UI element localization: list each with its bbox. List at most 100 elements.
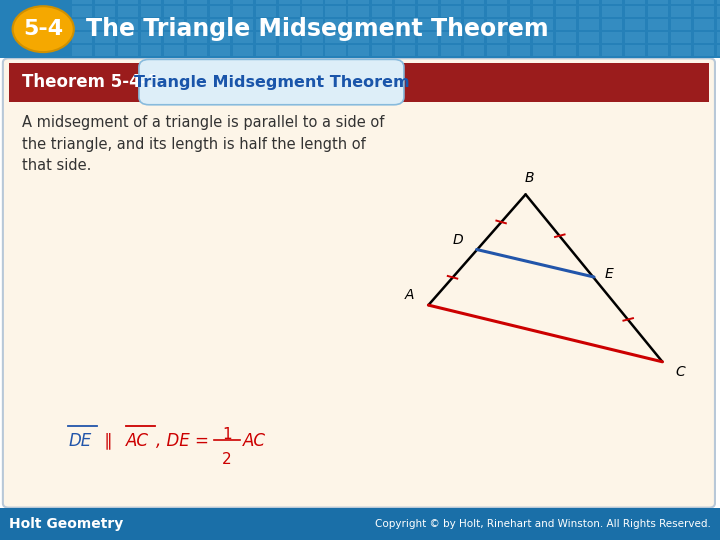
FancyBboxPatch shape: [141, 0, 161, 4]
Text: DE: DE: [68, 431, 91, 449]
FancyBboxPatch shape: [256, 32, 276, 43]
Text: AC: AC: [126, 431, 149, 449]
FancyBboxPatch shape: [372, 45, 392, 56]
FancyBboxPatch shape: [556, 6, 576, 17]
FancyBboxPatch shape: [533, 0, 553, 4]
FancyBboxPatch shape: [556, 19, 576, 30]
FancyBboxPatch shape: [487, 45, 507, 56]
FancyBboxPatch shape: [256, 6, 276, 17]
FancyBboxPatch shape: [464, 6, 484, 17]
FancyBboxPatch shape: [556, 32, 576, 43]
FancyBboxPatch shape: [648, 32, 668, 43]
FancyBboxPatch shape: [671, 6, 691, 17]
FancyBboxPatch shape: [464, 32, 484, 43]
FancyBboxPatch shape: [325, 45, 346, 56]
FancyBboxPatch shape: [256, 19, 276, 30]
Text: Theorem 5-4-1: Theorem 5-4-1: [22, 73, 158, 91]
FancyBboxPatch shape: [533, 45, 553, 56]
FancyBboxPatch shape: [279, 6, 300, 17]
FancyBboxPatch shape: [648, 19, 668, 30]
FancyBboxPatch shape: [72, 19, 92, 30]
FancyBboxPatch shape: [187, 6, 207, 17]
FancyBboxPatch shape: [395, 0, 415, 4]
FancyBboxPatch shape: [72, 0, 92, 4]
FancyBboxPatch shape: [72, 45, 92, 56]
FancyBboxPatch shape: [0, 0, 720, 58]
FancyBboxPatch shape: [602, 45, 622, 56]
FancyBboxPatch shape: [579, 6, 599, 17]
FancyBboxPatch shape: [9, 63, 709, 102]
FancyBboxPatch shape: [279, 32, 300, 43]
FancyBboxPatch shape: [648, 0, 668, 4]
FancyBboxPatch shape: [625, 45, 645, 56]
FancyBboxPatch shape: [464, 19, 484, 30]
Text: C: C: [675, 364, 685, 379]
FancyBboxPatch shape: [210, 19, 230, 30]
FancyBboxPatch shape: [141, 45, 161, 56]
FancyBboxPatch shape: [418, 32, 438, 43]
FancyBboxPatch shape: [95, 19, 115, 30]
FancyBboxPatch shape: [210, 0, 230, 4]
FancyBboxPatch shape: [533, 32, 553, 43]
FancyBboxPatch shape: [694, 0, 714, 4]
FancyBboxPatch shape: [556, 0, 576, 4]
FancyBboxPatch shape: [671, 0, 691, 4]
FancyBboxPatch shape: [302, 45, 323, 56]
FancyBboxPatch shape: [256, 45, 276, 56]
FancyBboxPatch shape: [348, 19, 369, 30]
FancyBboxPatch shape: [325, 6, 346, 17]
FancyBboxPatch shape: [233, 19, 253, 30]
FancyBboxPatch shape: [625, 0, 645, 4]
FancyBboxPatch shape: [348, 32, 369, 43]
FancyBboxPatch shape: [279, 19, 300, 30]
FancyBboxPatch shape: [510, 6, 530, 17]
FancyBboxPatch shape: [694, 32, 714, 43]
FancyBboxPatch shape: [602, 0, 622, 4]
FancyBboxPatch shape: [348, 6, 369, 17]
FancyBboxPatch shape: [464, 45, 484, 56]
FancyBboxPatch shape: [487, 0, 507, 4]
FancyBboxPatch shape: [671, 45, 691, 56]
FancyBboxPatch shape: [694, 6, 714, 17]
Text: B: B: [524, 171, 534, 185]
Text: A: A: [405, 288, 414, 302]
FancyBboxPatch shape: [210, 45, 230, 56]
FancyBboxPatch shape: [717, 19, 720, 30]
FancyBboxPatch shape: [72, 6, 92, 17]
FancyBboxPatch shape: [256, 0, 276, 4]
FancyBboxPatch shape: [418, 6, 438, 17]
FancyBboxPatch shape: [164, 45, 184, 56]
FancyBboxPatch shape: [302, 0, 323, 4]
FancyBboxPatch shape: [395, 45, 415, 56]
FancyBboxPatch shape: [418, 45, 438, 56]
FancyBboxPatch shape: [164, 32, 184, 43]
FancyBboxPatch shape: [187, 45, 207, 56]
FancyBboxPatch shape: [602, 6, 622, 17]
FancyBboxPatch shape: [418, 19, 438, 30]
FancyBboxPatch shape: [533, 19, 553, 30]
FancyBboxPatch shape: [717, 6, 720, 17]
FancyBboxPatch shape: [441, 19, 461, 30]
FancyBboxPatch shape: [602, 19, 622, 30]
FancyBboxPatch shape: [464, 0, 484, 4]
FancyBboxPatch shape: [210, 6, 230, 17]
FancyBboxPatch shape: [579, 45, 599, 56]
FancyBboxPatch shape: [418, 0, 438, 4]
FancyBboxPatch shape: [95, 0, 115, 4]
FancyBboxPatch shape: [164, 19, 184, 30]
FancyBboxPatch shape: [139, 59, 404, 105]
FancyBboxPatch shape: [510, 32, 530, 43]
FancyBboxPatch shape: [602, 32, 622, 43]
FancyBboxPatch shape: [348, 0, 369, 4]
FancyBboxPatch shape: [325, 0, 346, 4]
FancyBboxPatch shape: [279, 45, 300, 56]
Text: Triangle Midsegment Theorem: Triangle Midsegment Theorem: [134, 75, 409, 90]
FancyBboxPatch shape: [487, 32, 507, 43]
FancyBboxPatch shape: [487, 6, 507, 17]
FancyBboxPatch shape: [625, 19, 645, 30]
FancyBboxPatch shape: [395, 32, 415, 43]
FancyBboxPatch shape: [671, 19, 691, 30]
FancyBboxPatch shape: [325, 32, 346, 43]
Text: AC: AC: [243, 431, 266, 449]
FancyBboxPatch shape: [118, 19, 138, 30]
